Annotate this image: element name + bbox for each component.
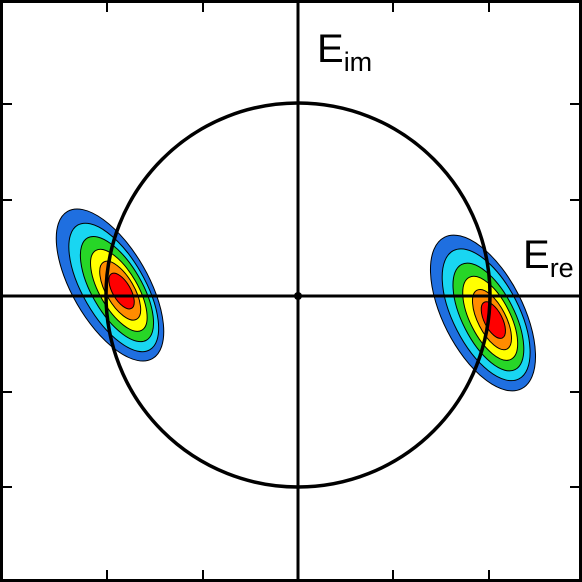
imag-axis-label-sub: im [344,47,373,77]
real-axis-label: Ere [523,233,574,283]
left-contour-blob [55,208,165,362]
real-axis-label-sub: re [550,253,574,283]
unit-circle [104,101,492,489]
contour-level-6 [480,301,506,339]
imag-axis-label-main: E [317,27,344,71]
origin-dot [294,292,302,300]
real-axis-label-main: E [523,233,550,277]
imag-axis-label: Eim [317,27,372,77]
